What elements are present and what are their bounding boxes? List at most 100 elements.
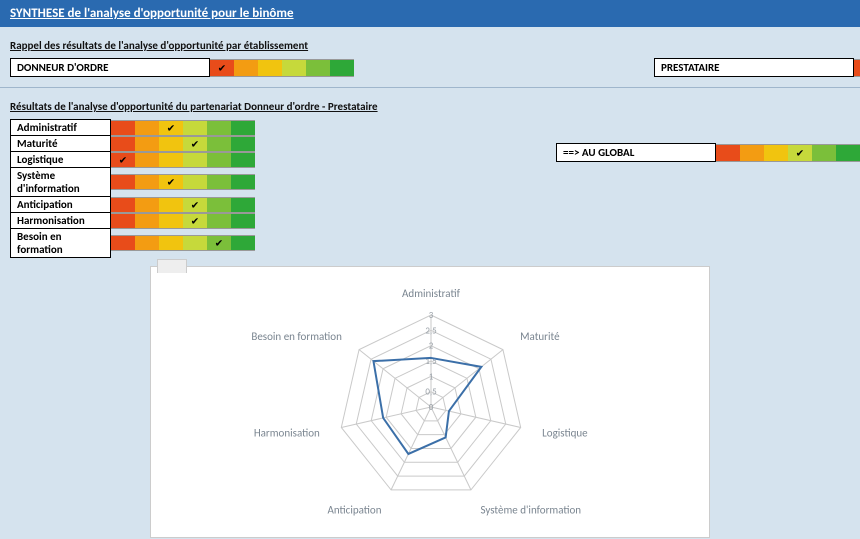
- gradient-cell: [183, 235, 207, 251]
- check-icon: ✔: [796, 146, 804, 159]
- svg-text:Système d'information: Système d'information: [480, 504, 581, 517]
- criteria-bar: ✔: [111, 136, 255, 152]
- svg-text:1: 1: [429, 371, 434, 382]
- table-row: Maturité ✔: [11, 136, 256, 152]
- criteria-label: Besoin en formation: [11, 229, 111, 258]
- gradient-cell: ✔: [159, 174, 183, 190]
- gradient-cell: [111, 235, 135, 251]
- global-label: ==> AU GLOBAL: [556, 143, 716, 162]
- svg-text:Administratif: Administratif: [402, 287, 461, 300]
- prestataire-block: PRESTATAIRE ✔: [654, 58, 860, 77]
- gradient-cell: [282, 59, 306, 77]
- criteria-bar-cell: ✔: [111, 213, 256, 229]
- gradient-cell: [207, 152, 231, 168]
- check-icon: ✔: [191, 198, 199, 211]
- gradient-cell: [231, 120, 255, 136]
- table-row: Logistique ✔: [11, 152, 256, 168]
- gradient-cell: [231, 136, 255, 152]
- gradient-cell: [135, 213, 159, 229]
- gradient-cell: [135, 197, 159, 213]
- gradient-cell: [135, 174, 159, 190]
- gradient-cell: [231, 235, 255, 251]
- gradient-cell: [135, 235, 159, 251]
- section1-title: Rappel des résultats de l'analyse d'oppo…: [10, 39, 860, 52]
- gradient-cell: [231, 152, 255, 168]
- gradient-cell: [231, 213, 255, 229]
- gradient-cell: ✔: [854, 59, 860, 77]
- check-icon: ✔: [119, 153, 127, 166]
- svg-text:Logistique: Logistique: [542, 426, 588, 439]
- criteria-bar: ✔: [111, 152, 255, 168]
- svg-text:0,5: 0,5: [425, 387, 437, 398]
- page-title: SYNTHESE de l'analyse d'opportunité pour…: [0, 0, 860, 27]
- gradient-cell: [207, 136, 231, 152]
- gradient-cell: [111, 120, 135, 136]
- global-bar: ✔: [716, 144, 860, 162]
- criteria-bar-cell: ✔: [111, 152, 256, 168]
- gradient-cell: [135, 136, 159, 152]
- gradient-cell: [764, 144, 788, 162]
- criteria-label: Anticipation: [11, 197, 111, 213]
- criteria-bar: ✔: [111, 235, 256, 251]
- table-row: Système d'information ✔: [11, 168, 256, 197]
- gradient-cell: [330, 59, 354, 77]
- gradient-cell: [231, 174, 255, 190]
- divider: [0, 87, 860, 88]
- svg-text:Besoin en formation: Besoin en formation: [251, 330, 342, 343]
- criteria-bar-cell: ✔: [111, 197, 256, 213]
- criteria-table: Administratif✔Maturité✔Logistique✔Systèm…: [10, 119, 256, 258]
- criteria-label: Harmonisation: [11, 213, 111, 229]
- table-row: Anticipation ✔: [11, 197, 256, 213]
- gradient-cell: [716, 144, 740, 162]
- check-icon: ✔: [167, 121, 175, 134]
- gradient-cell: [207, 213, 231, 229]
- check-icon: ✔: [215, 237, 223, 250]
- criteria-bar: ✔: [111, 120, 255, 136]
- gradient-cell: [159, 152, 183, 168]
- global-block: ==> AU GLOBAL ✔: [556, 143, 860, 162]
- gradient-cell: [159, 136, 183, 152]
- table-row: Besoin en formation ✔: [11, 229, 256, 258]
- chart-tab: [157, 259, 187, 273]
- prestataire-bar: ✔: [854, 59, 860, 77]
- gradient-cell: [159, 213, 183, 229]
- criteria-bar-cell: ✔: [111, 168, 256, 197]
- gradient-cell: [135, 152, 159, 168]
- criteria-label: Maturité: [11, 136, 111, 152]
- gradient-cell: [159, 197, 183, 213]
- gradient-cell: [135, 120, 159, 136]
- gradient-cell: [231, 197, 255, 213]
- criteria-bar: ✔: [111, 174, 255, 190]
- table-row: Harmonisation✔: [11, 213, 256, 229]
- check-icon: ✔: [167, 176, 175, 189]
- gradient-cell: [207, 174, 231, 190]
- gradient-cell: ✔: [788, 144, 812, 162]
- gradient-cell: [183, 120, 207, 136]
- prestataire-label: PRESTATAIRE: [654, 58, 854, 77]
- gradient-cell: [183, 152, 207, 168]
- svg-text:0: 0: [429, 402, 434, 413]
- svg-text:2,5: 2,5: [425, 325, 437, 336]
- section2-title: Résultats de l'analyse d'opportunité du …: [10, 100, 860, 113]
- svg-text:Harmonisation: Harmonisation: [254, 426, 320, 439]
- check-icon: ✔: [191, 137, 199, 150]
- gradient-cell: ✔: [183, 136, 207, 152]
- svg-text:3: 3: [429, 310, 434, 321]
- gradient-cell: [812, 144, 836, 162]
- gradient-cell: [740, 144, 764, 162]
- radar-chart: 00,511,522,53AdministratifMaturitéLogist…: [151, 267, 711, 539]
- criteria-label: Logistique: [11, 152, 111, 168]
- gradient-cell: ✔: [210, 59, 234, 77]
- criteria-bar-cell: ✔: [111, 120, 256, 136]
- gradient-cell: [207, 197, 231, 213]
- criteria-label: Administratif: [11, 120, 111, 136]
- svg-text:Maturité: Maturité: [520, 330, 560, 343]
- criteria-label: Système d'information: [11, 168, 111, 197]
- criteria-bar-cell: ✔: [111, 136, 256, 152]
- gradient-cell: [306, 59, 330, 77]
- gradient-cell: [111, 174, 135, 190]
- gradient-cell: [111, 136, 135, 152]
- radar-chart-container: 00,511,522,53AdministratifMaturitéLogist…: [150, 266, 710, 538]
- gradient-cell: ✔: [183, 197, 207, 213]
- gradient-cell: [111, 213, 135, 229]
